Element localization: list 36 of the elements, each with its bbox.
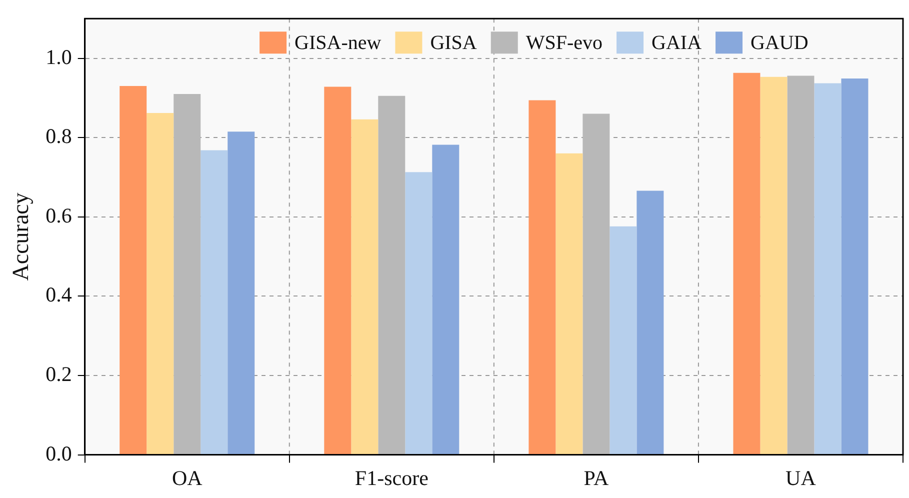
bar (351, 119, 378, 454)
legend-label: GAUD (750, 32, 808, 54)
bar (636, 190, 664, 454)
x-tick-label: PA (584, 466, 610, 490)
y-tick-label: 0.2 (46, 362, 72, 386)
bar (760, 76, 788, 454)
bar (174, 94, 201, 454)
x-tick-label: UA (786, 466, 817, 490)
legend-label: WSF-evo (526, 32, 603, 54)
bar (556, 153, 583, 454)
bar (146, 112, 174, 454)
bar (787, 76, 814, 454)
y-tick-label: 0.4 (46, 282, 72, 307)
legend-label: GAIA (652, 32, 702, 54)
bar (120, 86, 147, 454)
bar (324, 86, 352, 454)
bar (528, 100, 556, 454)
x-tick-label: OA (172, 466, 204, 490)
y-tick-label: 0.0 (46, 441, 72, 466)
y-tick-label: 1.0 (46, 44, 72, 69)
bar (405, 172, 432, 454)
bar (610, 226, 637, 454)
legend-label: GISA (430, 32, 478, 54)
bar (432, 144, 460, 454)
bar (814, 83, 842, 454)
bar (733, 72, 760, 454)
bar (228, 132, 255, 454)
y-axis-title: Accuracy (8, 192, 33, 281)
bar (841, 78, 868, 454)
x-tick-label: F1-score (354, 466, 428, 490)
bar (582, 114, 610, 454)
legend-label: GISA-new (294, 32, 382, 54)
bar (200, 150, 228, 454)
y-tick-label: 0.8 (46, 124, 72, 148)
y-tick-label: 0.6 (46, 203, 72, 228)
bar (378, 96, 406, 454)
